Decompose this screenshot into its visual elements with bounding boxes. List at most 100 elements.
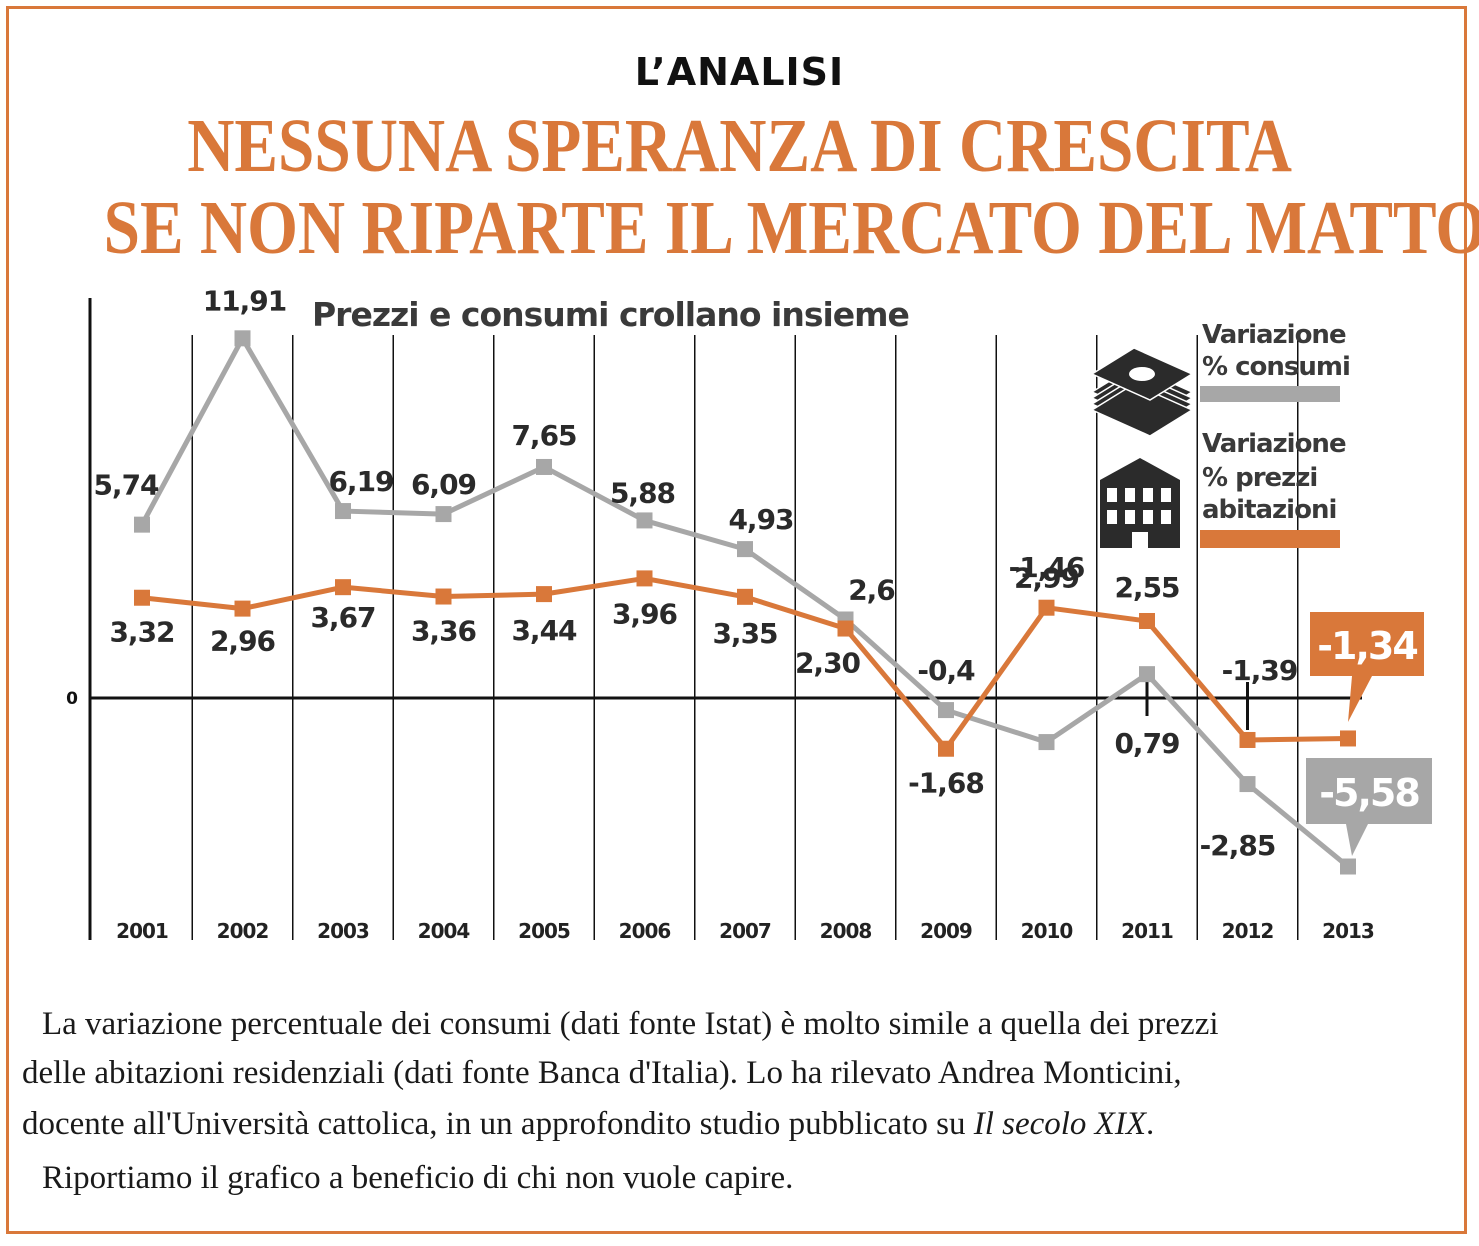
door xyxy=(1132,532,1148,548)
caption-line-4: Riportiamo il grafico a beneficio di chi… xyxy=(42,1160,794,1196)
x-tick-label: 2013 xyxy=(1322,919,1374,943)
callout-value: -1,34 xyxy=(1317,624,1417,668)
building-icon xyxy=(1100,458,1180,548)
data-point-consumi xyxy=(234,330,251,347)
data-label-consumi: 5,74 xyxy=(93,469,159,502)
data-label-prezzi: 3,44 xyxy=(511,614,577,647)
window xyxy=(1143,510,1153,524)
data-label-consumi: 0,79 xyxy=(1114,727,1179,760)
x-tick-label: 2011 xyxy=(1121,919,1173,943)
window xyxy=(1143,488,1153,502)
data-point-consumi xyxy=(536,458,552,475)
window xyxy=(1125,488,1135,502)
headline-line-1: NESSUNA SPERANZA DI CRESCITA xyxy=(187,104,1292,188)
data-label-prezzi: 3,67 xyxy=(310,601,375,634)
data-point-prezzi xyxy=(1038,599,1055,616)
legend-label: abitazioni xyxy=(1202,495,1336,525)
callout-value: -5,58 xyxy=(1319,771,1419,815)
data-label-prezzi: 2,96 xyxy=(210,625,275,658)
caption-source-name: Il secolo XIX xyxy=(973,1106,1146,1142)
window xyxy=(1107,488,1117,502)
roof xyxy=(1100,458,1180,480)
data-label-consumi: 6,09 xyxy=(411,468,476,501)
data-label-prezzi: 2,30 xyxy=(795,647,861,680)
data-point-consumi xyxy=(134,516,150,533)
callout-box xyxy=(1310,612,1424,676)
legend-swatch xyxy=(1200,530,1340,548)
data-point-prezzi xyxy=(938,740,954,757)
caption-line-3: docente all'Università cattolica, in un … xyxy=(22,1108,1462,1141)
data-point-prezzi xyxy=(435,588,452,605)
x-tick-label: 2002 xyxy=(217,919,269,943)
data-point-prezzi xyxy=(335,579,351,596)
data-label-prezzi: 3,32 xyxy=(109,616,174,649)
caption-line-3-end: . xyxy=(1146,1106,1155,1142)
x-tick-label: 2007 xyxy=(719,919,771,943)
bill xyxy=(1090,383,1194,437)
legend-consumi: Variazione% consumi xyxy=(1200,320,1351,402)
data-point-consumi xyxy=(1239,776,1256,793)
data-point-prezzi xyxy=(234,600,251,617)
data-label-prezzi: -1,68 xyxy=(908,767,984,800)
x-tick-label: 2005 xyxy=(518,919,570,943)
data-point-consumi xyxy=(1139,666,1155,683)
data-point-prezzi xyxy=(737,588,753,605)
chart-title: Prezzi e consumi crollano insieme xyxy=(312,295,909,334)
data-label-prezzi: 3,35 xyxy=(712,617,777,650)
x-tick-label: 2004 xyxy=(418,919,470,943)
data-point-consumi xyxy=(938,702,954,719)
data-point-consumi xyxy=(435,506,452,523)
zero-label: 0 xyxy=(66,689,78,709)
data-label-prezzi: 3,96 xyxy=(612,597,677,630)
data-label-consumi: -2,85 xyxy=(1200,829,1276,862)
window xyxy=(1125,510,1135,524)
data-point-consumi xyxy=(335,503,351,520)
x-tick-label: 2008 xyxy=(820,919,872,943)
x-tick-label: 2006 xyxy=(619,919,671,943)
legend-label: % prezzi xyxy=(1202,463,1317,493)
window xyxy=(1161,510,1171,524)
data-label-consumi: 11,91 xyxy=(203,284,287,317)
legend-label: Variazione xyxy=(1202,320,1346,350)
x-tick-label: 2012 xyxy=(1222,919,1274,943)
data-point-consumi xyxy=(737,541,753,558)
kicker: L’ANALISI xyxy=(634,50,845,94)
legend-label: % consumi xyxy=(1202,352,1350,382)
data-point-consumi xyxy=(636,512,653,529)
data-label-consumi: 2,6 xyxy=(848,573,895,606)
data-point-prezzi xyxy=(536,586,552,603)
callout-box xyxy=(1306,758,1432,824)
data-label-consumi: 4,93 xyxy=(728,503,793,536)
caption-line-1: La variazione percentuale dei consumi (d… xyxy=(42,1006,1219,1042)
data-point-prezzi xyxy=(1239,731,1256,748)
data-point-prezzi xyxy=(1139,612,1155,629)
caption-line-3-text: docente all'Università cattolica, in un … xyxy=(22,1106,974,1142)
data-label-consumi: 7,65 xyxy=(511,419,576,452)
headline-line-2: SE NON RIPARTE IL MERCATO DEL MATTONE xyxy=(103,186,1479,270)
callout-pointer xyxy=(1348,676,1372,722)
x-tick-label: 2009 xyxy=(920,919,972,943)
data-point-prezzi xyxy=(837,620,854,637)
legend-swatch xyxy=(1200,386,1340,402)
data-point-prezzi xyxy=(636,570,653,587)
legend-label: Variazione xyxy=(1202,429,1346,459)
orange-frame xyxy=(6,6,1467,1234)
data-label-prezzi: 2,55 xyxy=(1114,571,1179,604)
data-point-prezzi xyxy=(134,589,150,606)
data-label-prezzi: 2,99 xyxy=(1014,562,1079,595)
data-label-consumi: -0,4 xyxy=(917,654,975,687)
data-label-consumi: 6,19 xyxy=(328,465,393,498)
window xyxy=(1161,488,1171,502)
callout-consumi-2013: -5,58 xyxy=(1306,758,1432,856)
callout-prezzi-2013: -1,34 xyxy=(1310,612,1424,722)
x-tick-label: 2001 xyxy=(116,919,168,943)
x-tick-label: 2010 xyxy=(1021,919,1073,943)
data-label-prezzi: -1,39 xyxy=(1222,654,1298,687)
money-stack-icon xyxy=(1090,347,1194,437)
data-point-consumi xyxy=(1038,734,1055,751)
data-label-prezzi: 3,36 xyxy=(411,615,476,648)
data-point-consumi xyxy=(1340,858,1356,875)
